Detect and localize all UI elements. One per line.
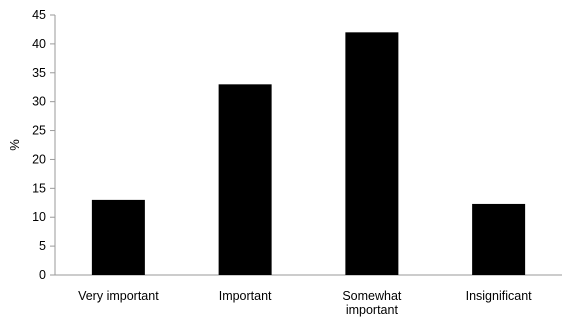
y-tick-label: 25 bbox=[32, 124, 46, 138]
category-labels: Very important Important Somewhatimportant… bbox=[78, 289, 532, 317]
y-tick-label: 40 bbox=[32, 37, 46, 51]
x-category-label: Important bbox=[219, 289, 272, 303]
y-axis-title: % bbox=[7, 139, 22, 151]
bar bbox=[91, 199, 145, 275]
bar bbox=[472, 203, 526, 275]
bar bbox=[218, 84, 272, 275]
y-tick-label: 45 bbox=[32, 8, 46, 22]
y-tick-label: 15 bbox=[32, 181, 46, 195]
y-tick-label: 30 bbox=[32, 95, 46, 109]
y-tick-label: 10 bbox=[32, 210, 46, 224]
y-axis: 0 5 10 15 20 25 30 35 40 45 bbox=[32, 8, 56, 282]
y-tick-label: 35 bbox=[32, 66, 46, 80]
x-category-label: Insignificant bbox=[466, 289, 533, 303]
bar bbox=[345, 32, 399, 276]
y-tick-label: 20 bbox=[32, 152, 46, 166]
x-category-label: Somewhat bbox=[342, 289, 402, 303]
y-tick-label: 0 bbox=[39, 268, 46, 282]
bars bbox=[91, 32, 526, 276]
x-category-label: Very important bbox=[78, 289, 159, 303]
y-tick-label: 5 bbox=[39, 239, 46, 253]
x-category-label: important bbox=[346, 303, 399, 317]
